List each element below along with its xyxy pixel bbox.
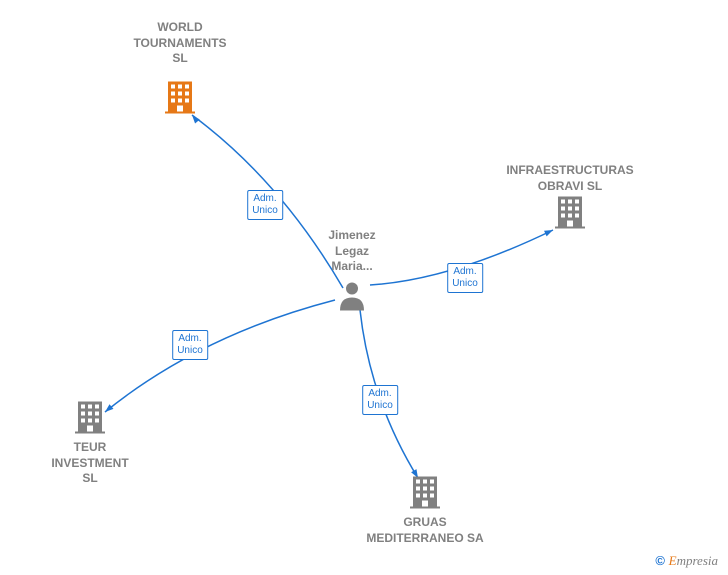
brand-first-letter: E: [669, 553, 677, 568]
edge-label: Adm. Unico: [247, 190, 283, 220]
edge-label: Adm. Unico: [362, 385, 398, 415]
node-world_tournaments[interactable]: [165, 82, 195, 119]
node-label-person: Jimenez Legaz Maria...: [328, 228, 375, 275]
building-icon: [75, 402, 105, 434]
building-icon: [410, 477, 440, 509]
edge-label: Adm. Unico: [172, 330, 208, 360]
watermark: © Empresia: [655, 553, 718, 569]
node-label-teur: TEUR INVESTMENT SL: [51, 440, 128, 487]
node-teur[interactable]: [75, 402, 105, 439]
copyright-symbol: ©: [655, 553, 665, 568]
edge-line: [105, 300, 335, 412]
building-icon: [165, 82, 195, 114]
node-gruas[interactable]: [410, 477, 440, 514]
edge-arrowhead: [105, 404, 113, 412]
building-icon: [555, 197, 585, 229]
node-label-infraestructuras: INFRAESTRUCTURAS OBRAVI SL: [506, 163, 633, 194]
node-infraestructuras[interactable]: [555, 197, 585, 234]
edge-arrowhead: [544, 230, 553, 236]
edge-label: Adm. Unico: [447, 263, 483, 293]
brand-rest: mpresia: [677, 553, 718, 568]
node-person[interactable]: [338, 281, 366, 316]
person-icon: [338, 281, 366, 311]
node-label-world_tournaments: WORLD TOURNAMENTS SL: [133, 20, 226, 67]
node-label-gruas: GRUAS MEDITERRANEO SA: [366, 515, 483, 546]
network-diagram: Adm. Unico Adm. Unico Adm. Unico Adm. Unico…: [0, 0, 728, 575]
